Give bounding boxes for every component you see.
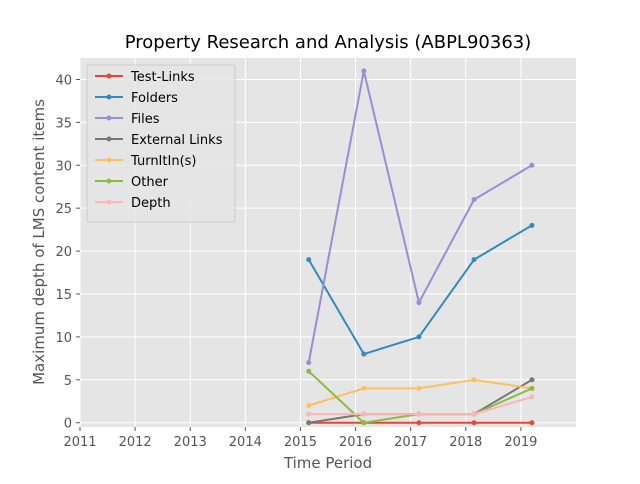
data-point-other [529,385,535,391]
data-point-test-links [416,420,422,426]
data-point-files [306,360,312,366]
data-point-folders [416,334,422,340]
data-point-turnitin-s [471,377,477,383]
tick-labels: 2011 2012 2013 2014 2015 2016 2017 2018 20190510… [55,73,537,450]
x-tick-label: 2019 [504,435,537,450]
data-point-folders [306,257,312,263]
legend-box [86,64,236,223]
y-tick-label: 10 [55,331,72,346]
y-tick-label: 5 [64,374,72,389]
legend-item-turnitin-s: TurnItIn(s) [95,154,196,169]
legend-marker [106,157,112,163]
legend-marker [106,73,112,79]
series-layer [306,68,535,426]
data-point-folders [471,257,477,263]
data-point-turnitin-s [416,385,422,391]
chart-title: Property Research and Analysis (ABPL9036… [125,32,532,53]
data-point-other [306,368,312,374]
y-tick-label: 30 [55,159,72,174]
legend-label: Test-Links [130,70,195,85]
legend-item-other: Other [95,175,169,190]
data-point-folders [529,222,535,228]
series-files [306,68,535,366]
data-point-turnitin-s [361,385,367,391]
x-tick-label: 2017 [394,435,427,450]
data-point-test-links [471,420,477,426]
data-point-turnitin-s [306,403,312,409]
y-tick-label: 20 [55,245,72,260]
x-tick-label: 2015 [284,435,317,450]
legend-item-external-links: External Links [95,133,223,148]
legend-label: Folders [131,91,178,106]
data-point-external-links [306,420,312,426]
data-point-files [416,300,422,306]
y-tick-label: 40 [55,73,72,88]
legend-label: Other [131,175,169,190]
legend-marker [106,136,112,142]
data-point-depth [416,411,422,417]
legend-item-folders: Folders [95,91,178,106]
x-tick-label: 2011 [63,435,96,450]
legend-item-depth: Depth [95,196,171,211]
y-tick-label: 35 [55,116,72,131]
x-tick-label: 2014 [229,435,262,450]
legend-item-files: Files [95,112,160,127]
data-point-other [361,420,367,426]
legend-label: TurnItIn(s) [130,154,196,169]
series-folders [306,222,535,357]
legend-marker [106,199,112,205]
data-point-files [529,162,535,168]
data-point-files [361,68,367,74]
y-axis-title: Maximum depth of LMS content items [30,99,48,385]
data-point-depth [471,411,477,417]
data-point-external-links [529,377,535,383]
legend: Test-Links Folders Files External Links Turn… [86,64,236,223]
data-point-files [471,197,477,203]
legend-label: External Links [131,133,223,148]
data-point-depth [306,411,312,417]
legend-label: Depth [131,196,171,211]
series-depth [306,394,535,417]
legend-item-test-links: Test-Links [95,70,195,85]
data-point-depth [529,394,535,400]
x-tick-label: 2018 [449,435,482,450]
data-point-test-links [529,420,535,426]
data-point-depth [361,411,367,417]
legend-marker [106,178,112,184]
data-point-folders [361,351,367,357]
legend-marker [106,115,112,121]
x-tick-label: 2016 [339,435,372,450]
legend-label: Files [131,112,160,127]
x-axis-title: Time Period [283,454,372,472]
y-tick-label: 25 [55,202,72,217]
y-tick-label: 15 [55,288,72,303]
legend-marker [106,94,112,100]
y-tick-label: 0 [64,417,72,432]
x-tick-label: 2012 [119,435,152,450]
x-tick-label: 2013 [174,435,207,450]
